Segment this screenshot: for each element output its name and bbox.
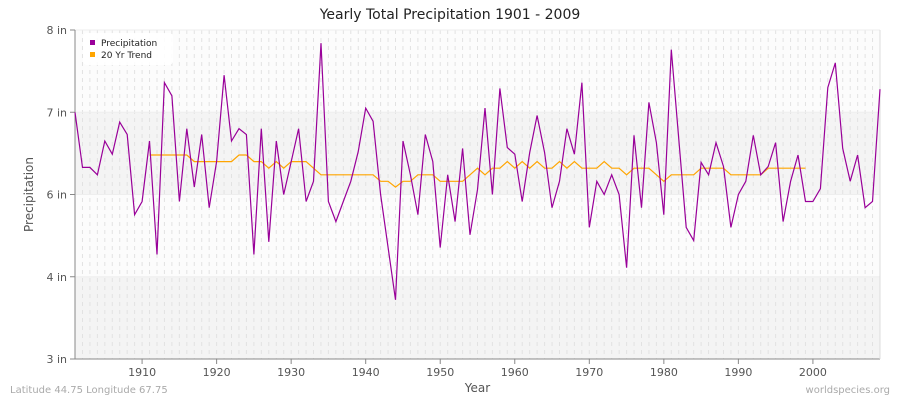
x-tick-label: 1980 — [650, 366, 678, 379]
chart-title: Yearly Total Precipitation 1901 - 2009 — [319, 7, 581, 23]
y-axis-label: Precipitation — [22, 157, 36, 232]
legend-label: 20 Yr Trend — [101, 51, 152, 61]
legend: Precipitation 20 Yr Trend — [83, 33, 173, 65]
x-axis-label: Year — [464, 381, 490, 395]
credit-label: worldspecies.org — [805, 385, 890, 396]
x-tick-label: 1940 — [352, 366, 380, 379]
y-tick-label: 4 in — [46, 271, 67, 284]
legend-label: Precipitation — [101, 39, 157, 49]
legend-marker — [90, 40, 95, 45]
legend-marker — [90, 52, 95, 57]
x-tick-label: 1930 — [277, 366, 305, 379]
series-line-precipitation — [74, 43, 881, 300]
x-tick-label: 1990 — [724, 366, 752, 379]
y-tick-label: 8 in — [46, 24, 67, 37]
x-tick-label: 1950 — [426, 366, 454, 379]
y-tick-label: 3 in — [46, 353, 67, 366]
x-tick-label: 1910 — [128, 366, 156, 379]
y-tick-label: 6 in — [46, 189, 67, 202]
x-tick-label: 2000 — [799, 366, 827, 379]
y-tick-label: 7 in — [46, 106, 67, 119]
x-tick-label: 1920 — [203, 366, 231, 379]
x-tick-label: 1960 — [501, 366, 529, 379]
location-label: Latitude 44.75 Longitude 67.75 — [10, 385, 168, 396]
legend-box — [83, 33, 173, 65]
x-tick-label: 1970 — [575, 366, 603, 379]
